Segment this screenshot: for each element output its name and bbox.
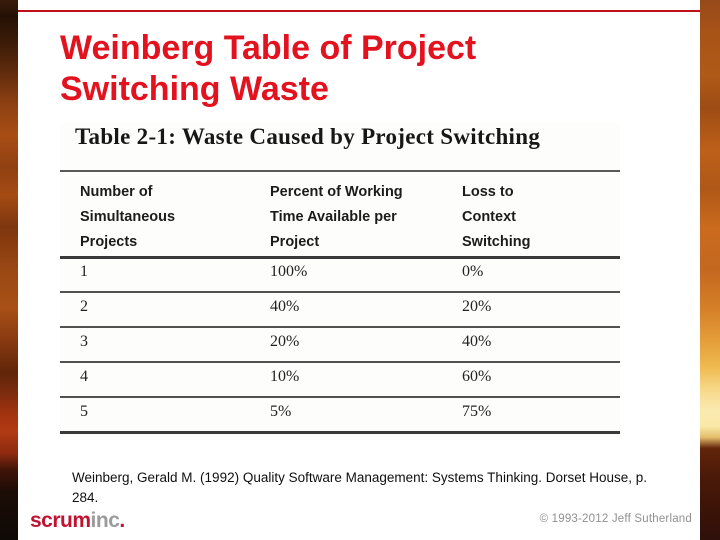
- cell-percent-time: 100%: [270, 263, 308, 280]
- row-divider: [60, 361, 620, 363]
- row-divider: [60, 396, 620, 398]
- cell-loss: 0%: [462, 263, 484, 280]
- table-row: 4 10% 60%: [60, 368, 620, 390]
- cell-projects: 2: [80, 298, 88, 315]
- row-divider: [60, 326, 620, 328]
- column-header-loss: Loss to Context Switching: [462, 184, 531, 250]
- table-row: 2 40% 20%: [60, 298, 620, 320]
- scruminc-logo: scruminc.: [30, 509, 125, 533]
- column-header-percent-time: Percent of Working Time Available per Pr…: [270, 184, 403, 250]
- table-caption: Table 2-1: Waste Caused by Project Switc…: [75, 124, 541, 149]
- cell-projects: 1: [80, 263, 88, 280]
- cell-percent-time: 40%: [270, 298, 300, 315]
- page-title: Weinberg Table of Project Switching Wast…: [60, 29, 477, 108]
- table-bottom-border: [60, 431, 620, 434]
- logo-dot: .: [119, 509, 125, 532]
- citation-text: Weinberg, Gerald M. (1992) Quality Softw…: [72, 470, 648, 505]
- table-row: 1 100% 0%: [60, 263, 620, 285]
- cell-loss: 60%: [462, 368, 492, 385]
- cell-loss: 20%: [462, 298, 492, 315]
- copyright-text: © 1993-2012 Jeff Sutherland: [539, 513, 692, 525]
- table-row: 3 20% 40%: [60, 333, 620, 355]
- cell-projects: 3: [80, 333, 88, 350]
- top-rule: [18, 10, 700, 12]
- cell-loss: 40%: [462, 333, 492, 350]
- left-border-texture: [0, 0, 18, 540]
- table-row: 5 5% 75%: [60, 403, 620, 425]
- cell-projects: 5: [80, 403, 88, 420]
- row-divider: [60, 291, 620, 293]
- column-header-projects: Number of Simultaneous Projects: [80, 184, 176, 250]
- right-border-texture: [700, 0, 720, 540]
- cell-percent-time: 20%: [270, 333, 300, 350]
- book-table-figure: Table 2-1: Waste Caused by Project Switc…: [60, 122, 620, 438]
- cell-loss: 75%: [462, 403, 492, 420]
- logo-scrum-text: scrum: [30, 509, 91, 532]
- caption-divider: [60, 170, 620, 172]
- cell-percent-time: 5%: [270, 403, 292, 420]
- logo-inc-text: inc: [90, 509, 120, 532]
- cell-projects: 4: [80, 368, 88, 385]
- header-divider: [60, 256, 620, 259]
- cell-percent-time: 10%: [270, 368, 300, 385]
